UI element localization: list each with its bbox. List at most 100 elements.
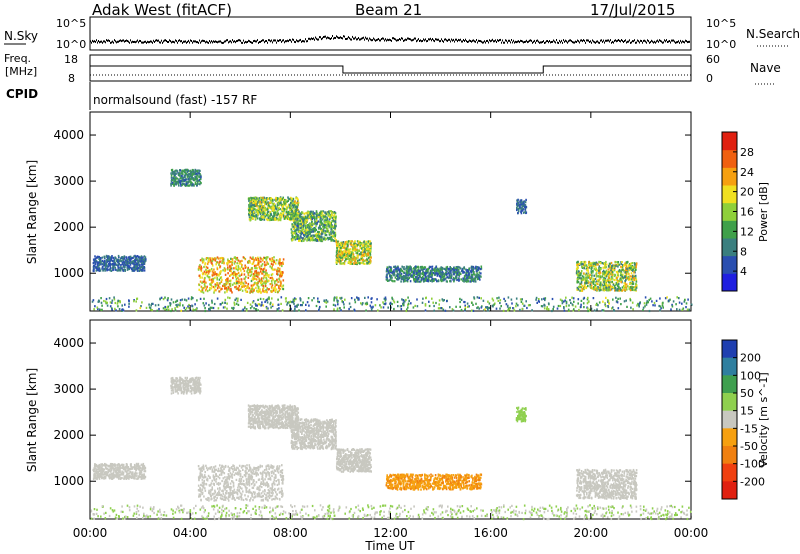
power-cell: [267, 288, 269, 291]
power-cell: [321, 238, 324, 241]
power-cell: [238, 281, 240, 284]
power-cell: [319, 235, 321, 238]
noise-sample: [506, 39, 507, 42]
noise-sample: [628, 40, 629, 43]
noise-sample: [343, 35, 344, 38]
power-cell: [175, 176, 177, 179]
power-cell: [257, 281, 259, 284]
power-cell: [237, 259, 240, 262]
noise-sample: [257, 39, 258, 42]
power-cell: [260, 199, 263, 202]
power-cell: [296, 208, 299, 211]
power-cell: [174, 182, 176, 186]
power-cell: [357, 259, 359, 262]
power-cell: [258, 277, 260, 280]
power-cell: [455, 268, 458, 271]
power-cell: [330, 215, 333, 218]
power-cell: [334, 218, 337, 221]
noise-sample: [390, 39, 391, 42]
power-cell: [236, 256, 239, 260]
power-cell: [215, 289, 217, 292]
power-cell: [354, 257, 357, 260]
noise-sample: [561, 39, 562, 42]
power-cell: [264, 198, 267, 202]
power-cell: [224, 291, 226, 294]
power-cell: [289, 211, 291, 215]
noise-sample: [548, 41, 549, 44]
noise-sample: [498, 39, 499, 42]
power-cell: [265, 274, 268, 277]
power-cell: [234, 286, 236, 289]
power-cell: [306, 231, 309, 235]
power-cell: [190, 183, 192, 186]
power-cell: [199, 264, 201, 267]
power-cell: [220, 257, 223, 260]
power-cell: [360, 251, 362, 254]
noise-sample: [475, 40, 476, 43]
power-cell: [416, 270, 419, 273]
power-cell: [427, 279, 429, 282]
noise-sample: [562, 41, 563, 44]
noise-sample: [239, 39, 240, 42]
noise-sample: [270, 40, 271, 43]
power-cell: [300, 212, 302, 215]
power-cell: [359, 258, 362, 261]
power-cell: [289, 196, 292, 199]
noise-sample: [493, 40, 494, 43]
power-cell: [295, 209, 298, 212]
noise-sample: [293, 38, 294, 41]
power-cell: [248, 218, 251, 221]
power-cell: [302, 231, 304, 234]
power-cell: [317, 214, 319, 217]
noise-sample: [500, 38, 501, 41]
power-cell: [578, 276, 581, 279]
power-cell: [445, 270, 447, 273]
noise-sample: [265, 40, 266, 43]
power-cell: [299, 219, 301, 222]
noise-sample: [230, 40, 231, 43]
power-cell: [226, 290, 228, 293]
power-cell: [182, 176, 185, 179]
power-cell: [255, 282, 258, 285]
power-cell: [231, 259, 234, 262]
power-cell: [265, 214, 268, 217]
power-cell: [416, 274, 419, 277]
power-cell: [105, 259, 108, 262]
power-cell: [405, 265, 408, 268]
power-cell: [129, 258, 131, 261]
power-cell: [180, 184, 182, 187]
noise-sample: [150, 40, 151, 43]
power-cell: [365, 242, 368, 246]
power-cell: [137, 266, 140, 269]
power-cell: [395, 269, 397, 272]
power-cell: [439, 270, 442, 273]
noise-sample: [392, 37, 393, 40]
power-cell: [583, 285, 586, 288]
power-cell: [211, 281, 213, 284]
power-cell: [233, 256, 236, 259]
power-cell: [204, 284, 206, 287]
power-cell: [363, 252, 366, 255]
power-cell: [631, 277, 634, 280]
power-cell: [179, 169, 182, 172]
power-cell: [306, 219, 309, 222]
noise-sample: [168, 41, 169, 43]
power-cell: [601, 262, 604, 265]
power-cell: [416, 275, 418, 278]
power-cell: [230, 260, 232, 263]
power-cell: [525, 211, 527, 215]
power-cell: [248, 287, 250, 290]
noise-sample: [195, 40, 196, 43]
noise-sample: [225, 40, 226, 43]
power-cell: [296, 218, 299, 221]
power-cell: [205, 281, 207, 284]
power-cell: [342, 262, 345, 265]
power-cell: [334, 220, 337, 223]
power-cell: [408, 268, 411, 272]
noise-sample: [469, 39, 470, 42]
noise-sample: [351, 38, 352, 41]
power-cell: [342, 241, 345, 244]
noise-sample: [338, 36, 339, 39]
power-cell: [212, 277, 215, 281]
power-cell: [258, 271, 260, 274]
